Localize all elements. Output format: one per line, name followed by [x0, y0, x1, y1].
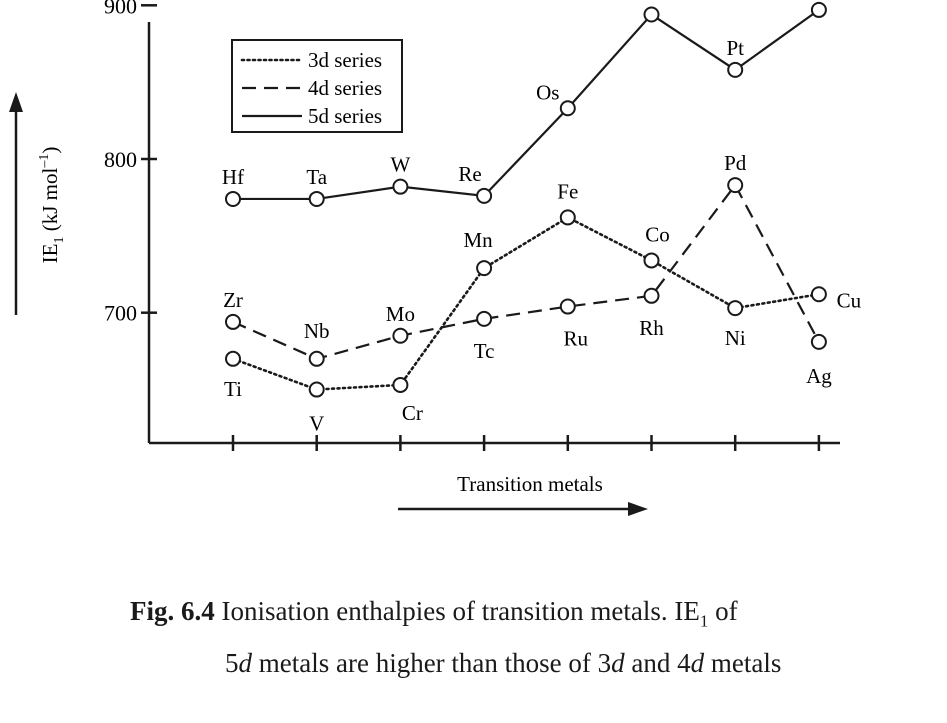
point-Hf: [225, 190, 241, 207]
legend-label-2: 5d series: [308, 104, 382, 128]
point-Rh: [643, 287, 660, 304]
series-line-5d-series: [233, 9, 820, 201]
axes: [147, 22, 840, 451]
legend-label-1: 4d series: [308, 76, 382, 100]
legend-label-0: 3d series: [308, 48, 382, 72]
series-points: [225, 1, 827, 398]
point-Ti: [225, 350, 241, 367]
point-Re: [476, 187, 493, 204]
series-lines: [231, 9, 821, 391]
point-Co: [643, 252, 660, 269]
point-label-Ni: Ni: [725, 326, 746, 350]
point-Nb: [308, 350, 325, 367]
point-Zr: [225, 313, 241, 330]
figure-caption: Fig. 6.4 Ionisation enthalpies of transi…: [130, 590, 930, 684]
y-tick-label-900: 900: [104, 0, 137, 18]
caption-line1: Ionisation enthalpies of transition meta…: [221, 596, 738, 631]
point-label-W: W: [390, 153, 410, 177]
ionisation-enthalpy-chart: 700 800 900 Ti V Cr Mn Fe Co Ni Cu Zr Nb Mo Tc Ru Rh Pd A…: [9, 0, 862, 516]
caption-sub: 1: [699, 611, 709, 631]
point-label-Mo: Mo: [386, 302, 415, 326]
ylabel-close: ): [38, 147, 62, 154]
ylabel-sub: 1: [52, 237, 67, 244]
point-labels: Ti V Cr Mn Fe Co Ni Cu Zr Nb Mo Tc Ru Rh Pd Ag Hf Ta W Re Os…: [222, 0, 862, 436]
point-label-Os: Os: [536, 80, 559, 104]
point-label-Rh: Rh: [639, 316, 664, 340]
y-axis-title: IE1 (kJ mol–1): [37, 147, 67, 264]
point-Pt: [727, 61, 744, 78]
point-Cu: [810, 286, 827, 303]
y-tick-label-800: 800: [104, 147, 137, 172]
point-label-Mn: Mn: [464, 228, 494, 252]
point-label-Tc: Tc: [474, 339, 495, 363]
point-label-Co: Co: [645, 222, 670, 246]
point-label-Ag: Ag: [806, 364, 832, 388]
point-label-Pt: Pt: [726, 36, 744, 60]
point-Cr: [392, 376, 409, 393]
point-label-Fe: Fe: [557, 179, 578, 203]
point-label-Re: Re: [458, 162, 481, 186]
figure-number: Fig. 6.4: [130, 596, 215, 626]
point-Ag: [810, 333, 827, 350]
point-label-Cu: Cu: [837, 288, 862, 312]
svg-text:IE1 (kJ mol–1): IE1 (kJ mol–1): [37, 147, 67, 264]
point-label-Zr: Zr: [223, 288, 243, 312]
point-Ru: [559, 298, 576, 315]
point-Ir: [643, 6, 660, 23]
point-Tc: [476, 310, 493, 327]
x-axis-arrow: [398, 502, 648, 516]
point-label-Ir: Ir: [645, 0, 659, 5]
point-label-Pd: Pd: [724, 151, 747, 175]
point-Au: [810, 1, 827, 18]
point-Os: [559, 100, 576, 117]
y-tick-label-700: 700: [104, 301, 137, 326]
point-label-Hf: Hf: [222, 165, 244, 189]
point-Mo: [392, 327, 409, 344]
y-ticks: 700 800 900: [104, 0, 157, 326]
point-Pd: [727, 177, 744, 194]
point-W: [392, 178, 409, 195]
point-V: [308, 381, 325, 398]
y-axis-arrow: [9, 92, 23, 315]
series-line-3d-series: [231, 215, 821, 391]
point-label-Cr: Cr: [402, 401, 423, 425]
ylabel-main: IE: [38, 244, 62, 264]
legend: 3d series 4d series 5d series: [231, 39, 403, 133]
point-Fe: [559, 209, 576, 226]
point-label-Ta: Ta: [306, 165, 327, 189]
point-label-Ru: Ru: [564, 327, 589, 351]
point-label-Nb: Nb: [304, 319, 330, 343]
legend-box: [231, 39, 403, 133]
x-axis-title: Transition metals: [457, 472, 603, 496]
caption-line2: 5d metals are higher than those of 3d an…: [225, 648, 782, 679]
point-Mn: [476, 260, 493, 277]
point-Ni: [727, 300, 744, 317]
ylabel-sup: –1: [37, 154, 52, 169]
point-label-V: V: [309, 412, 324, 436]
ylabel-unit: (kJ mol: [38, 168, 62, 237]
point-label-Ti: Ti: [224, 377, 242, 401]
point-Ta: [308, 190, 325, 207]
